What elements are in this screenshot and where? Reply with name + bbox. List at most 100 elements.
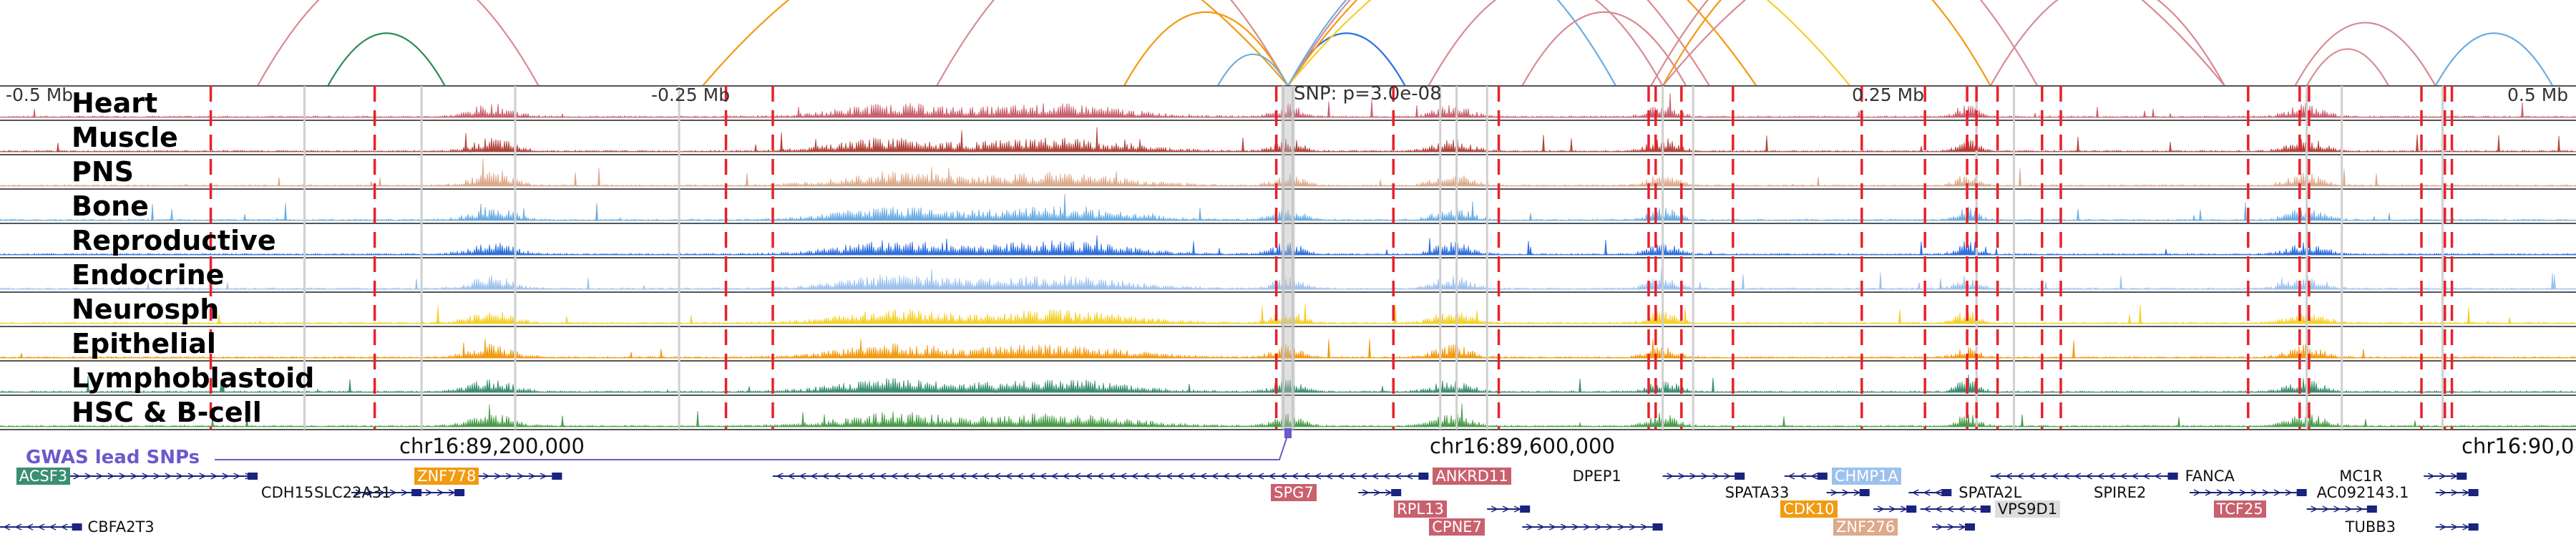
strand-arrow: [2427, 473, 2435, 480]
strand-arrow: [1934, 505, 1942, 513]
gene-vps9d1: [1920, 505, 1991, 513]
strand-arrow: [1371, 473, 1379, 480]
strand-arrow: [993, 473, 1001, 480]
strand-arrow: [60, 523, 68, 531]
gene-cdk10: [1873, 505, 1917, 513]
strand-arrow: [1176, 473, 1184, 480]
strand-arrow: [1291, 473, 1299, 480]
strand-arrow: [1362, 489, 1370, 496]
gene-tubb3: [2435, 523, 2479, 531]
strand-arrow: [2074, 473, 2082, 480]
strand-arrow: [1016, 473, 1024, 480]
gene-tcf25: [2306, 505, 2377, 513]
track-lymphoblastoid: [0, 360, 2576, 394]
strand-arrow: [1571, 523, 1579, 531]
strand-arrow: [1385, 489, 1392, 496]
strand-arrow: [378, 489, 386, 496]
strand-arrow: [776, 473, 784, 480]
track-signal: [0, 268, 2576, 291]
track-endocrine: [0, 257, 2576, 291]
strand-arrow: [1211, 473, 1219, 480]
strand-arrow: [844, 473, 852, 480]
strand-arrow: [1724, 473, 1732, 480]
strand-arrow: [1667, 473, 1674, 480]
strand-arrow: [37, 523, 45, 531]
gene-exon: [248, 473, 258, 480]
strand-arrow: [1039, 473, 1047, 480]
strand-arrow: [2439, 473, 2446, 480]
gwas-snp-marker: [215, 428, 1292, 460]
strand-arrow: [1946, 505, 1953, 513]
gene-exon: [2468, 523, 2479, 531]
strand-arrow: [2250, 489, 2258, 496]
arc-9: [1287, 0, 1851, 87]
strand-arrow: [494, 473, 502, 480]
strand-arrow: [936, 473, 944, 480]
strand-arrow: [1268, 473, 1276, 480]
gene-exon: [1652, 523, 1663, 531]
track-reproductive: [0, 223, 2576, 256]
strand-arrow: [970, 473, 978, 480]
track-pns: [0, 154, 2576, 188]
strand-arrow: [1712, 473, 1720, 480]
gene-znf778: [421, 473, 562, 480]
strand-arrow: [1526, 523, 1533, 531]
strand-arrow: [233, 473, 241, 480]
strand-arrow: [389, 489, 397, 496]
strand-arrow: [1689, 473, 1697, 480]
strand-arrow: [2097, 473, 2104, 480]
strand-arrow: [1165, 473, 1173, 480]
strand-arrow: [1234, 473, 1241, 480]
strand-arrow: [187, 473, 195, 480]
strand-arrow: [902, 473, 909, 480]
gene-annotations: [0, 473, 2479, 531]
strand-arrow: [1222, 473, 1230, 480]
strand-arrow: [924, 473, 932, 480]
gwas-snp-mark: [1284, 428, 1292, 438]
strand-arrow: [2028, 473, 2036, 480]
strand-arrow: [1900, 505, 1908, 513]
strand-arrow: [1302, 473, 1310, 480]
strand-arrow: [879, 473, 887, 480]
gene-spata33: [1826, 489, 1870, 496]
strand-arrow: [2273, 489, 2281, 496]
arc-19: [2434, 32, 2554, 87]
track-signal: [0, 338, 2576, 359]
strand-arrow: [1360, 473, 1367, 480]
strand-arrow: [1629, 523, 1636, 531]
gene-cpne7: [1522, 523, 1663, 531]
strand-arrow: [947, 473, 955, 480]
strand-arrow: [165, 473, 172, 480]
strand-arrow: [482, 473, 490, 480]
strand-arrow: [1968, 505, 1976, 513]
strand-arrow: [505, 473, 513, 480]
strand-arrow: [1560, 523, 1568, 531]
strand-arrow: [96, 473, 104, 480]
strand-arrow: [1701, 473, 1709, 480]
strand-arrow: [3, 523, 11, 531]
track-hsc-b-cell: [0, 395, 2576, 428]
strand-arrow: [1199, 473, 1207, 480]
track-signal: [0, 374, 2576, 394]
strand-arrow: [2451, 523, 2459, 531]
gene-acsf3: [23, 473, 258, 480]
strand-arrow: [1923, 489, 1931, 496]
arc-1: [327, 32, 446, 87]
strand-arrow: [1108, 473, 1116, 480]
strand-arrow: [2228, 489, 2235, 496]
strand-arrow: [2239, 489, 2247, 496]
strand-arrow: [810, 473, 818, 480]
strand-arrow: [517, 473, 525, 480]
strand-arrow: [2005, 473, 2013, 480]
strand-arrow: [1491, 505, 1498, 513]
strand-arrow: [1936, 523, 1943, 531]
gene-exon: [2457, 473, 2467, 480]
signal-tracks: [0, 85, 2576, 430]
interaction-arcs: [257, 0, 2554, 87]
strand-arrow: [366, 489, 374, 496]
strand-arrow: [1394, 473, 1402, 480]
arc-11: [1428, 0, 1664, 87]
strand-arrow: [1142, 473, 1150, 480]
strand-arrow: [1787, 473, 1795, 480]
